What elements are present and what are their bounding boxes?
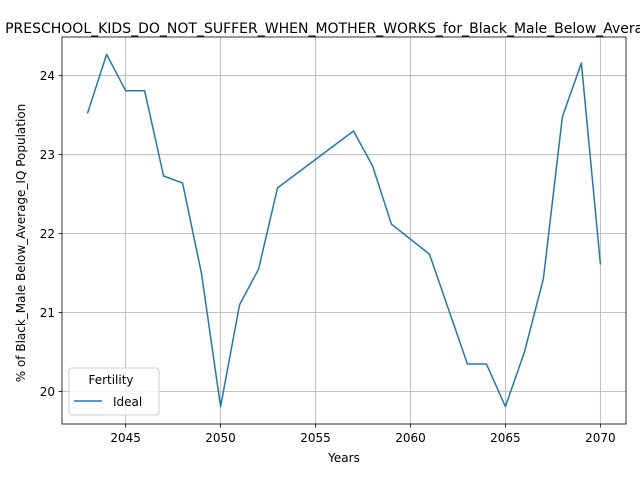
y-tick-label: 23 bbox=[40, 148, 55, 162]
legend-box bbox=[68, 367, 160, 416]
legend: Fertility Ideal bbox=[68, 367, 160, 416]
x-tick-label: 2065 bbox=[490, 431, 521, 445]
x-tick-label: 2070 bbox=[585, 431, 616, 445]
x-axis: 2045 2050 2055 2060 2065 2070 bbox=[110, 424, 616, 445]
y-tick-label: 22 bbox=[40, 227, 55, 241]
chart-title: PRESCHOOL_KIDS_DO_NOT_SUFFER_WHEN_MOTHER… bbox=[5, 21, 640, 37]
x-tick-label: 2045 bbox=[110, 431, 141, 445]
grid bbox=[62, 37, 626, 424]
y-tick-label: 21 bbox=[40, 306, 55, 320]
x-tick-label: 2055 bbox=[300, 431, 331, 445]
series-layer bbox=[86, 53, 602, 408]
y-axis: 20 21 22 23 24 bbox=[40, 69, 62, 399]
x-tick-label: 2050 bbox=[205, 431, 236, 445]
y-tick-label: 20 bbox=[40, 385, 55, 399]
y-axis-label: % of Black_Male Below_Average_IQ Populat… bbox=[14, 104, 28, 383]
x-tick-label: 2060 bbox=[395, 431, 426, 445]
legend-title: Fertility bbox=[88, 373, 133, 387]
x-axis-label: Years bbox=[327, 451, 360, 465]
y-tick-label: 24 bbox=[40, 69, 55, 83]
axes-frame bbox=[61, 36, 627, 425]
legend-label-ideal: Ideal bbox=[113, 395, 142, 409]
